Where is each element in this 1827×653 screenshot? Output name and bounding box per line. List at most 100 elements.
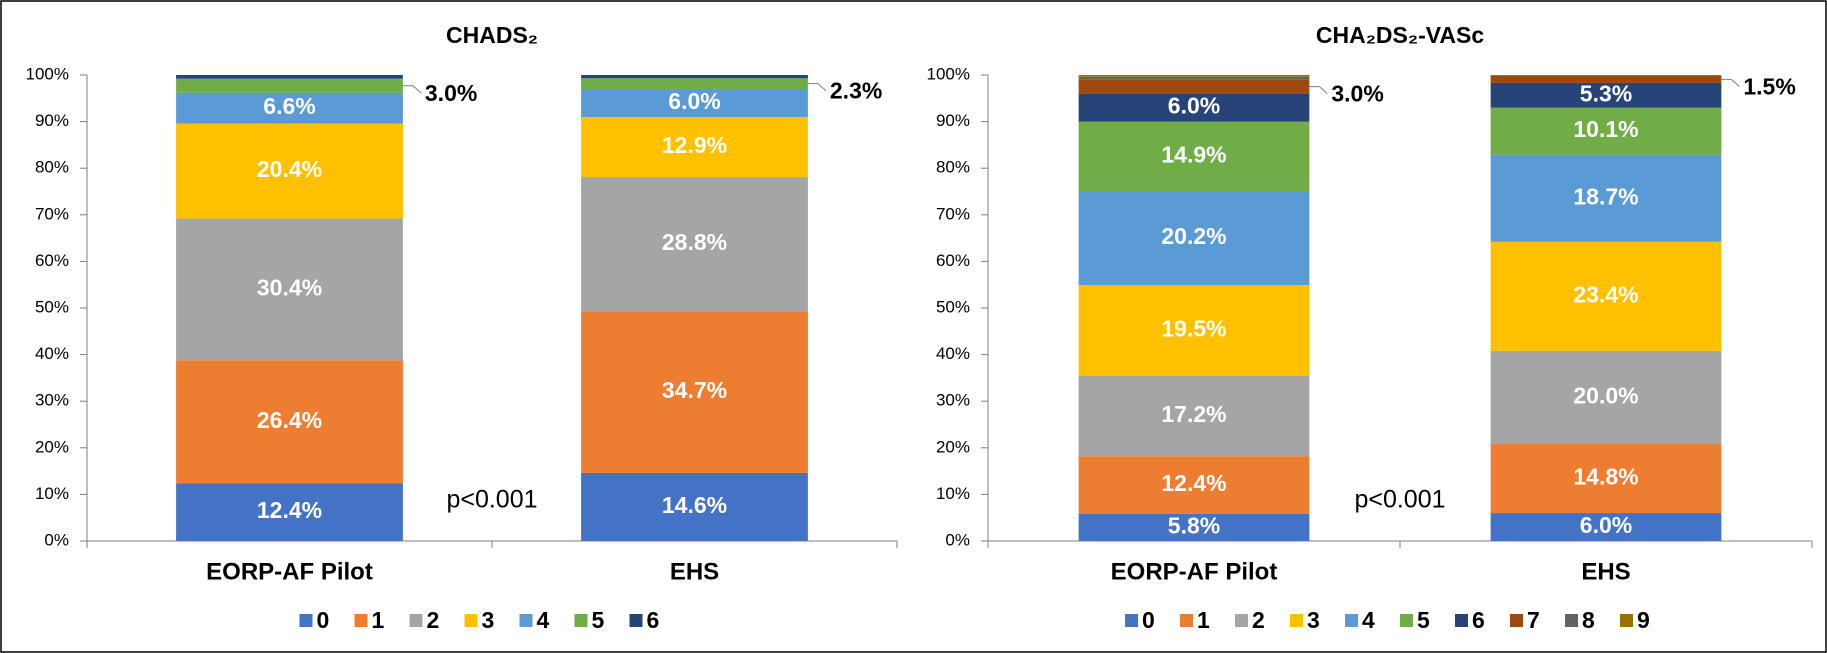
bar-segment [176,75,403,79]
bar-segment [1490,513,1722,541]
value-label: 19.5% [1161,316,1226,342]
bar-segment [1078,76,1310,80]
y-tick-label: 30% [35,391,69,410]
x-tick-label: EHS [670,558,719,585]
legend-label: 5 [592,607,605,633]
bar-segment [1490,444,1722,514]
bar-segment [1490,82,1722,108]
value-label: 14.9% [1161,141,1226,167]
value-label: 5.3% [1580,80,1632,106]
value-label: 20.0% [1573,383,1638,409]
value-label: 23.4% [1573,281,1638,307]
bar-segment [581,116,808,178]
bar-segment [176,78,403,93]
bar-segment [1078,376,1310,457]
bar-segment [1490,107,1722,155]
y-tick-label: 50% [35,297,69,316]
bar-segment [1078,79,1310,94]
value-label: 3.0% [1331,81,1383,107]
bar-segment [581,472,808,541]
y-tick-label: 0% [44,530,69,549]
leader-line [807,83,827,91]
bar-segment [1078,513,1310,541]
legend-label: 1 [372,607,385,633]
value-label: 12.4% [1161,470,1226,496]
legend-swatch [574,614,588,627]
legend-swatch [1455,614,1468,627]
value-label: 3.0% [425,80,477,106]
value-label: 6.6% [263,93,315,119]
chart-title: CHADS₂ [446,22,538,48]
legend-label: 3 [1307,607,1320,633]
value-label: 6.0% [668,88,720,114]
legend-label: 5 [1417,607,1430,633]
legend-swatch [1620,614,1633,627]
value-label: 30.4% [257,274,322,300]
y-tick-label: 80% [936,158,970,177]
legend-label: 4 [537,607,550,633]
bar-segment [176,483,403,541]
bar-segment [1078,456,1310,514]
bar-segment [1490,241,1722,351]
value-label: 10.1% [1573,116,1638,142]
bar-segment [581,177,808,312]
y-tick-label: 60% [35,251,69,270]
y-tick-label: 20% [35,437,69,456]
y-tick-label: 50% [936,297,970,316]
chart-title: CHA₂DS₂-VASc [1316,22,1484,48]
legend-swatch [1235,614,1248,627]
bar-segment [1078,285,1310,377]
bar-segment [1490,75,1722,83]
y-tick-label: 30% [936,391,970,410]
y-tick-label: 40% [936,344,970,363]
bar-segment [1490,350,1722,445]
legend-swatch [409,614,423,627]
legend-label: 6 [647,607,660,633]
y-tick-label: 100% [26,64,69,83]
y-tick-label: 70% [35,204,69,223]
value-label: 18.7% [1573,183,1638,209]
value-label: 26.4% [257,407,322,433]
value-label: 12.4% [257,497,322,523]
value-label: 20.4% [257,156,322,182]
bar-segment [176,218,403,361]
bar-segment [1078,75,1310,77]
bar-segment [176,123,403,219]
bar-segment [1078,191,1310,286]
value-label: 6.0% [1580,512,1632,538]
legend-label: 6 [1472,607,1485,633]
legend-label: 0 [317,607,330,633]
value-label: 20.2% [1161,223,1226,249]
y-tick-label: 10% [936,484,970,503]
leader-line [1721,78,1740,87]
value-label: 14.8% [1573,464,1638,490]
bar-segment [176,360,403,484]
y-tick-label: 80% [35,158,69,177]
leader-line [402,85,422,94]
legend-swatch [464,614,478,627]
annotation: p<0.001 [446,486,537,514]
value-label: 1.5% [1743,74,1795,100]
legend-label: 0 [1142,607,1155,633]
legend-label: 4 [1362,607,1375,633]
legend-label: 3 [482,607,495,633]
legend-swatch [354,614,368,627]
y-tick-label: 40% [35,344,69,363]
y-tick-label: 90% [936,111,970,130]
bar-segment [1078,121,1310,192]
legend-label: 1 [1197,607,1210,633]
bar-segment [581,311,808,473]
y-tick-label: 10% [35,484,69,503]
value-label: 28.8% [662,229,727,255]
legend-label: 9 [1637,607,1650,633]
bar-segment [581,78,808,89]
legend-swatch [1125,614,1138,627]
y-tick-label: 70% [936,204,970,223]
bar-segment [1490,154,1722,242]
value-label: 14.6% [662,492,727,518]
y-tick-label: 100% [927,64,970,83]
legend-swatch [519,614,533,627]
bar-segment [581,75,808,79]
legend-swatch [1565,614,1578,627]
